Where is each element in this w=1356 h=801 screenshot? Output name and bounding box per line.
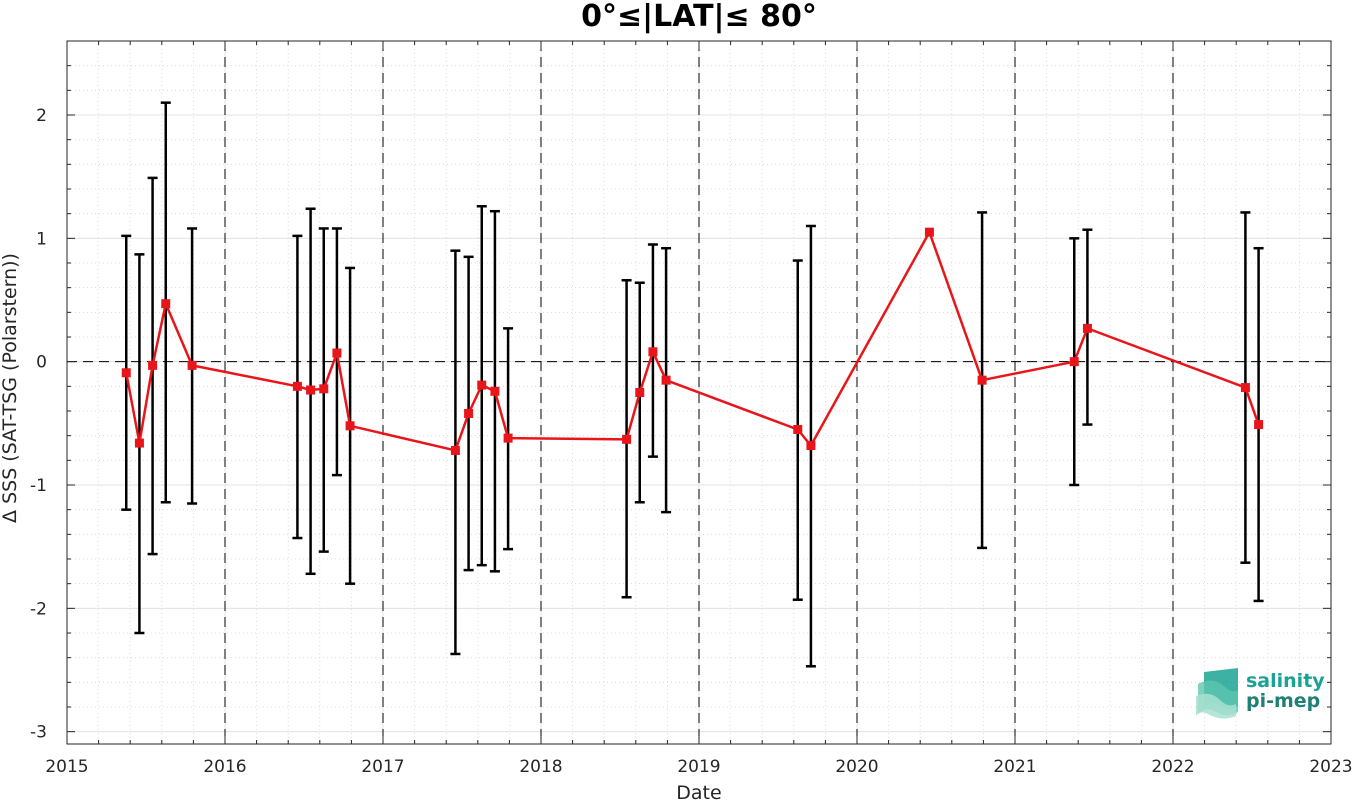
data-point-marker: [292, 381, 302, 391]
y-tick-labels: 2 1 0 -1 -2 -3: [30, 106, 47, 743]
x-tick-label: 2018: [519, 757, 562, 777]
data-point-marker: [319, 384, 329, 394]
x-tick-labels: 2015 2016 2017 2018 2019 2020 2021 2022 2023: [45, 757, 1352, 777]
logo-line2: pi-mep: [1246, 690, 1320, 712]
x-tick-label: 2016: [203, 757, 246, 777]
y-tick-label: 1: [36, 229, 47, 249]
data-point-marker: [648, 347, 658, 357]
data-point-marker: [977, 375, 987, 385]
x-tick-label: 2019: [677, 757, 720, 777]
series-line: [125, 230, 1260, 452]
x-axis-title: Date: [676, 782, 721, 801]
data-point-marker: [924, 227, 934, 237]
data-point-marker: [306, 385, 316, 395]
data-point-marker: [1082, 323, 1092, 333]
data-point-marker: [1254, 420, 1264, 430]
data-point-marker: [806, 441, 816, 451]
data-point-marker: [477, 380, 487, 390]
data-point-marker: [187, 360, 197, 370]
data-point-marker: [332, 348, 342, 358]
y-tick-label: 0: [36, 353, 47, 373]
data-point-marker: [503, 433, 513, 443]
x-tick-label: 2021: [993, 757, 1036, 777]
data-point-marker: [1240, 383, 1250, 393]
y-tick-label: -2: [30, 599, 47, 619]
y-tick-label: -1: [30, 476, 47, 496]
logo-line1: salinity: [1246, 670, 1325, 692]
data-point-marker: [345, 421, 355, 431]
y-tick-label: 2: [36, 106, 47, 126]
data-point-marker: [464, 408, 474, 418]
x-tick-label: 2020: [835, 757, 878, 777]
chart-title: 0°≤|LAT|≤ 80°: [581, 0, 817, 34]
data-point-marker: [635, 388, 645, 397]
x-tick-label: 2015: [45, 757, 88, 777]
data-point-marker: [1069, 357, 1079, 367]
data-point-marker: [661, 375, 671, 385]
x-tick-label: 2022: [1151, 757, 1194, 777]
series-line-layer: [125, 230, 1260, 452]
y-axis-title: Δ SSS (SAT-TSG (Polarstern)): [0, 253, 21, 523]
data-point-marker: [148, 360, 158, 370]
data-point-marker: [161, 299, 171, 309]
data-point-marker: [121, 368, 131, 378]
year-separator-layer: [67, 41, 1331, 744]
data-point-marker: [134, 438, 144, 448]
x-tick-label: 2023: [1309, 757, 1352, 777]
logo-wave-icon: [1196, 668, 1238, 719]
data-point-marker: [490, 386, 500, 396]
y-tick-label: -3: [30, 723, 47, 743]
x-tick-label: 2017: [361, 757, 404, 777]
salinity-pi-mep-logo: salinity pi-mep: [1196, 668, 1325, 719]
data-point-marker: [450, 445, 460, 455]
marker-layer: [121, 227, 1264, 455]
data-point-marker: [622, 434, 632, 444]
tick-layer: [66, 40, 1332, 744]
data-point-marker: [793, 425, 803, 434]
